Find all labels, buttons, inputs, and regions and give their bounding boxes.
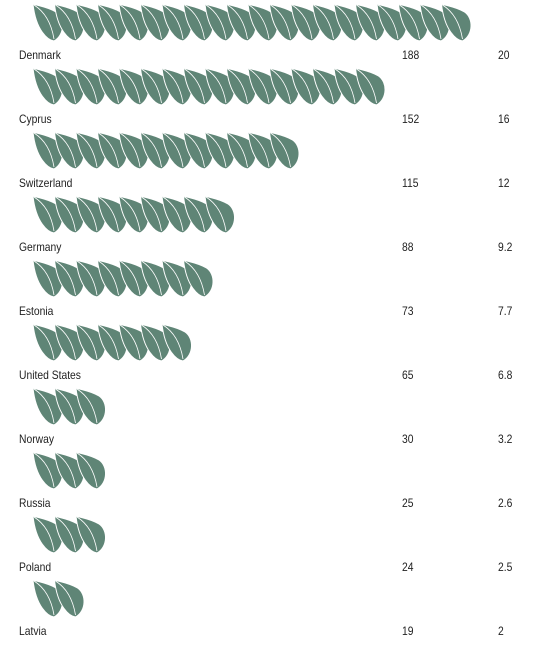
leaf-mark (247, 3, 278, 42)
chart-row: United States 65 6.8 (0, 320, 539, 384)
leaf-bar-svg (32, 131, 300, 170)
category-label: Russia (19, 496, 51, 510)
leaf-bar-svg (32, 259, 214, 298)
chart-row: Latvia 19 2 (0, 576, 539, 640)
leaf-mark (53, 579, 85, 618)
leaf-bar (32, 384, 539, 434)
leaf-bar-svg (32, 67, 386, 106)
value-label-1: 19 (402, 624, 414, 638)
leaf-bar (32, 128, 539, 178)
leaf-mark (75, 451, 106, 490)
category-label: Norway (19, 432, 54, 446)
value-label-2: 12 (498, 176, 510, 190)
leaf-bar (32, 320, 539, 370)
value-label-2: 3.2 (498, 432, 513, 446)
leaf-bar (32, 512, 539, 562)
value-label-1: 65 (402, 368, 414, 382)
category-label: Germany (19, 240, 62, 254)
leaf-bar (32, 448, 539, 498)
leaf-bar-svg (32, 515, 106, 554)
chart-row: Estonia 73 7.7 (0, 256, 539, 320)
value-label-2: 20 (498, 48, 510, 62)
value-label-2: 16 (498, 112, 510, 126)
chart-row: Denmark 188 20 (0, 0, 539, 64)
leaf-bar-svg (32, 195, 235, 234)
value-label-1: 188 (402, 48, 420, 62)
leaf-mark (75, 515, 106, 554)
leaf-mark (440, 3, 472, 42)
leaf-mark (204, 195, 235, 234)
category-label: Poland (19, 560, 52, 574)
value-label-1: 73 (402, 304, 414, 318)
leaf-mark (182, 259, 214, 298)
category-label: Estonia (19, 304, 54, 318)
value-label-2: 6.8 (498, 368, 513, 382)
leaf-mark (397, 3, 429, 42)
value-label-2: 9.2 (498, 240, 513, 254)
leaf-bar-svg (32, 579, 85, 618)
chart-row: Norway 30 3.2 (0, 384, 539, 448)
leaf-bar (32, 64, 539, 114)
leaf-bar (32, 0, 539, 50)
leaf-bar (32, 192, 539, 242)
leaf-mark (161, 259, 192, 298)
value-label-1: 152 (402, 112, 420, 126)
chart-row: Cyprus 152 16 (0, 64, 539, 128)
leaf-mark (225, 3, 257, 42)
value-label-2: 2 (498, 624, 504, 638)
chart-row: Poland 24 2.5 (0, 512, 539, 576)
leaf-mark (225, 131, 257, 170)
chart-row: Switzerland 115 12 (0, 128, 539, 192)
leaf-bar-svg (32, 3, 472, 42)
leaf-bar (32, 256, 539, 306)
leaf-mark (96, 195, 128, 234)
leaf-bar-svg (32, 451, 106, 490)
value-label-1: 25 (402, 496, 414, 510)
leaf-bar-svg (32, 387, 106, 426)
value-label-2: 2.5 (498, 560, 513, 574)
chart-row: Germany 88 9.2 (0, 192, 539, 256)
category-label: Denmark (19, 48, 61, 62)
leaf-mark (75, 387, 106, 426)
value-label-2: 7.7 (498, 304, 513, 318)
leaf-mark (182, 195, 214, 234)
leaf-mark (354, 67, 386, 106)
value-label-1: 115 (402, 176, 419, 190)
value-label-2: 2.6 (498, 496, 513, 510)
category-label: Cyprus (19, 112, 52, 126)
leaf-bar-svg (32, 323, 192, 362)
leaf-mark (268, 131, 300, 170)
category-label: Latvia (19, 624, 47, 638)
category-label: United States (19, 368, 81, 382)
value-label-1: 88 (402, 240, 414, 254)
leaf-mark (247, 67, 278, 106)
leaf-mark (376, 3, 407, 42)
leaf-mark (161, 323, 192, 362)
chart-row: Russia 25 2.6 (0, 448, 539, 512)
value-label-1: 24 (402, 560, 414, 574)
category-label: Switzerland (19, 176, 73, 190)
leaf-bar (32, 576, 539, 626)
value-label-1: 30 (402, 432, 414, 446)
